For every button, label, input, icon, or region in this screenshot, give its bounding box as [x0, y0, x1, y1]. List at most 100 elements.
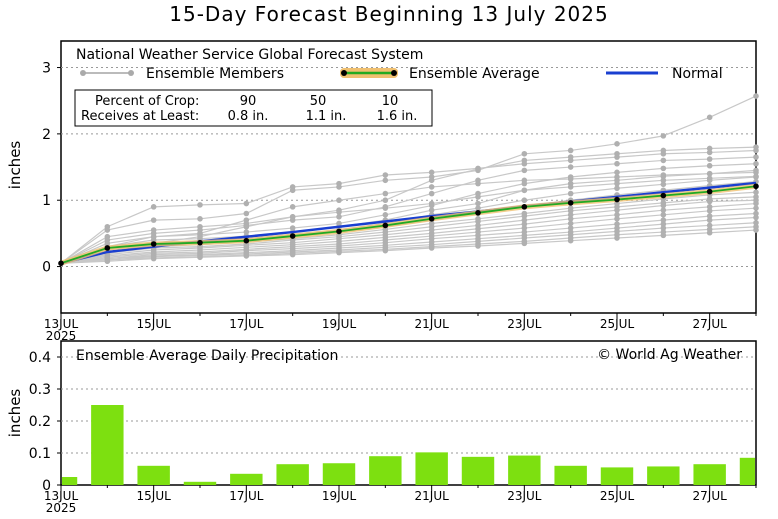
member-point [660, 157, 667, 164]
member-point [382, 190, 389, 197]
member-point [753, 93, 759, 99]
member-point [614, 141, 620, 147]
legend-normal: Normal [606, 66, 723, 82]
top-x-tick-label: 25JUL [600, 317, 635, 331]
average-point [58, 260, 64, 267]
member-line [60, 163, 757, 264]
precip-bar [322, 463, 356, 485]
bottom-y-tick-label: 0 [42, 478, 51, 494]
average-point [614, 196, 620, 203]
crop-percent-10: 10 [382, 94, 399, 109]
top-y-tick-label: 0 [42, 260, 51, 276]
member-line [60, 156, 757, 264]
member-point [660, 181, 667, 188]
member-point [660, 212, 667, 218]
bottom-x-tick-sublabel: 2025 [46, 501, 77, 515]
member-point [521, 225, 528, 231]
precip-bar [647, 466, 680, 485]
member-point [521, 240, 528, 247]
member-point [614, 150, 620, 157]
top-y-tick-label: 2 [42, 127, 51, 143]
precip-bar [508, 455, 541, 485]
crop-percent-table: Percent of Crop: Receives at Least: 90 5… [74, 89, 433, 127]
precip-bar [276, 464, 309, 485]
member-point [475, 243, 481, 249]
bottom-x-tick-label: 19JUL [322, 489, 357, 503]
member-point [614, 221, 620, 227]
member-point [521, 167, 528, 174]
member-point [150, 255, 157, 262]
member-point [428, 245, 435, 251]
member-point [706, 145, 713, 152]
member-point [521, 197, 528, 204]
member-point [382, 177, 389, 184]
bottom-x-tick-label: 13JUL [44, 489, 79, 503]
member-point [243, 223, 250, 230]
precip-bar [91, 405, 124, 485]
bottom-x-tick-label: 21JUL [415, 489, 450, 503]
member-point [753, 169, 759, 176]
source-label: National Weather Service Global Forecast… [76, 47, 423, 63]
member-point [475, 205, 481, 211]
member-point [428, 200, 435, 207]
average-point [753, 183, 759, 190]
member-point [475, 166, 481, 172]
top-x-tick-label: 27JUL [693, 317, 728, 331]
member-point [104, 227, 111, 233]
member-point [382, 247, 389, 254]
member-point [660, 133, 667, 139]
member-point [706, 156, 713, 162]
member-line [60, 229, 757, 264]
member-point [567, 176, 574, 182]
member-point [336, 197, 342, 204]
average-point [336, 228, 342, 235]
average-point [382, 222, 389, 229]
member-line [60, 202, 757, 264]
member-point [706, 198, 713, 205]
member-line [60, 212, 757, 264]
member-point [614, 212, 620, 218]
member-point [521, 187, 528, 194]
average-point [706, 188, 713, 195]
top-x-tick-sublabel: 2025 [46, 329, 77, 343]
member-point [706, 170, 713, 177]
member-point [428, 169, 435, 176]
average-point [475, 210, 481, 216]
average-point [567, 200, 574, 206]
member-line [60, 196, 757, 264]
member-line [60, 95, 757, 264]
member-point [289, 251, 296, 258]
crop-percent-90: 90 [240, 94, 257, 109]
precip-bar [554, 465, 587, 485]
bottom-x-tick-label: 27JUL [693, 489, 728, 503]
top-y-tick-label: 3 [42, 61, 51, 77]
bottom-y-tick-label: 0.2 [29, 414, 51, 430]
member-point [614, 215, 620, 222]
average-point [104, 245, 111, 251]
member-point [753, 200, 759, 207]
member-point [197, 254, 203, 261]
member-point [150, 217, 157, 223]
daily-precip-bars [62, 405, 755, 485]
legend-members-marker-icon [80, 70, 86, 76]
bottom-y-axis-label: inches [6, 389, 24, 438]
member-point [197, 202, 203, 208]
crop-amount-50: 1.1 in. [306, 109, 347, 124]
member-line [60, 169, 757, 264]
member-point [614, 180, 620, 187]
crop-row2-label: Receives at Least: [81, 109, 199, 124]
member-point [336, 214, 342, 220]
bottom-y-tick-label: 0.1 [29, 446, 51, 462]
legend-average-label: Ensemble Average [409, 66, 540, 82]
credit-label: © World Ag Weather [597, 347, 742, 363]
member-point [660, 221, 667, 227]
member-point [614, 174, 620, 180]
member-line [60, 199, 757, 264]
bottom-y-tick-labels: 0 0.1 0.2 0.3 0.4 [29, 350, 61, 494]
member-point [475, 218, 481, 225]
average-point [428, 215, 435, 222]
legend-average: Ensemble Average [340, 66, 540, 82]
precip-bar [600, 467, 634, 485]
member-point [753, 205, 759, 211]
